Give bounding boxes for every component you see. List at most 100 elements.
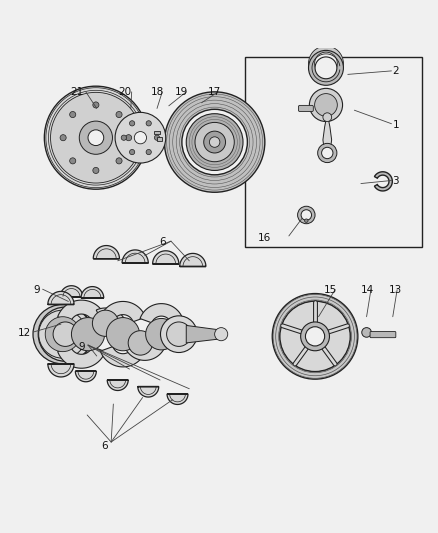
Text: 1: 1 — [392, 119, 399, 130]
FancyBboxPatch shape — [154, 131, 160, 134]
Circle shape — [314, 94, 337, 116]
Circle shape — [314, 52, 337, 75]
Polygon shape — [180, 253, 206, 266]
Text: 12: 12 — [18, 328, 32, 338]
Circle shape — [308, 46, 343, 81]
Circle shape — [272, 294, 358, 379]
Circle shape — [323, 113, 332, 122]
Circle shape — [53, 322, 78, 346]
Circle shape — [146, 120, 151, 126]
Circle shape — [304, 219, 308, 222]
Circle shape — [146, 318, 177, 350]
Polygon shape — [93, 246, 120, 259]
Circle shape — [45, 317, 80, 352]
Circle shape — [39, 310, 87, 358]
Circle shape — [164, 92, 265, 192]
Text: 19: 19 — [175, 87, 188, 97]
Circle shape — [301, 210, 311, 220]
Polygon shape — [140, 304, 183, 323]
Circle shape — [362, 328, 371, 337]
Circle shape — [60, 135, 66, 141]
Circle shape — [134, 132, 147, 144]
Circle shape — [106, 318, 140, 351]
Circle shape — [130, 149, 135, 155]
Circle shape — [44, 86, 148, 189]
Polygon shape — [58, 300, 105, 321]
Circle shape — [321, 147, 333, 159]
Circle shape — [38, 307, 92, 361]
Polygon shape — [96, 308, 127, 339]
Text: 17: 17 — [208, 87, 221, 97]
Circle shape — [71, 318, 105, 351]
Polygon shape — [60, 286, 83, 297]
Text: 6: 6 — [101, 440, 108, 450]
Circle shape — [116, 111, 122, 118]
Circle shape — [215, 328, 228, 341]
Polygon shape — [58, 347, 105, 368]
Text: 14: 14 — [361, 285, 374, 295]
Circle shape — [121, 135, 127, 140]
Circle shape — [209, 137, 220, 147]
Circle shape — [318, 143, 337, 163]
FancyBboxPatch shape — [156, 138, 162, 141]
Circle shape — [79, 121, 113, 154]
Circle shape — [308, 51, 343, 85]
Circle shape — [126, 135, 132, 141]
Circle shape — [309, 88, 343, 122]
Text: 15: 15 — [324, 285, 337, 295]
Circle shape — [280, 301, 350, 372]
Circle shape — [204, 131, 226, 153]
Circle shape — [166, 322, 191, 346]
Circle shape — [50, 92, 141, 183]
FancyBboxPatch shape — [370, 332, 396, 338]
Circle shape — [146, 149, 151, 155]
Polygon shape — [122, 250, 148, 263]
Text: 21: 21 — [71, 87, 84, 97]
Polygon shape — [100, 346, 145, 367]
Text: 16: 16 — [258, 233, 272, 243]
Circle shape — [116, 158, 122, 164]
Polygon shape — [124, 342, 165, 360]
Circle shape — [128, 330, 152, 355]
Text: 13: 13 — [389, 285, 403, 295]
Polygon shape — [75, 372, 96, 382]
Circle shape — [160, 316, 197, 352]
Circle shape — [115, 112, 166, 163]
Circle shape — [33, 304, 92, 364]
Text: 18: 18 — [151, 87, 165, 97]
Polygon shape — [107, 380, 128, 391]
Polygon shape — [374, 172, 392, 191]
FancyBboxPatch shape — [245, 57, 422, 247]
Circle shape — [182, 109, 247, 175]
Text: 2: 2 — [392, 66, 399, 76]
Polygon shape — [323, 114, 332, 152]
Circle shape — [195, 123, 234, 161]
Circle shape — [305, 327, 325, 346]
Polygon shape — [48, 364, 74, 377]
Polygon shape — [167, 394, 188, 405]
Text: 6: 6 — [159, 238, 166, 247]
Text: 3: 3 — [392, 176, 399, 187]
Circle shape — [88, 130, 104, 146]
Polygon shape — [81, 287, 104, 298]
Circle shape — [70, 111, 76, 118]
Circle shape — [93, 102, 99, 108]
Text: 9: 9 — [78, 342, 85, 352]
Circle shape — [92, 310, 119, 336]
Circle shape — [297, 206, 315, 224]
Polygon shape — [100, 302, 145, 322]
Text: 9: 9 — [33, 285, 40, 295]
Circle shape — [154, 135, 159, 140]
Polygon shape — [138, 386, 159, 397]
Circle shape — [280, 301, 350, 372]
FancyBboxPatch shape — [298, 106, 313, 111]
Polygon shape — [186, 326, 223, 343]
Circle shape — [300, 322, 329, 351]
Circle shape — [93, 167, 99, 174]
Text: 20: 20 — [119, 87, 132, 97]
Circle shape — [70, 158, 76, 164]
Polygon shape — [48, 292, 74, 304]
Circle shape — [315, 57, 337, 79]
Circle shape — [130, 120, 135, 126]
Polygon shape — [152, 251, 179, 264]
